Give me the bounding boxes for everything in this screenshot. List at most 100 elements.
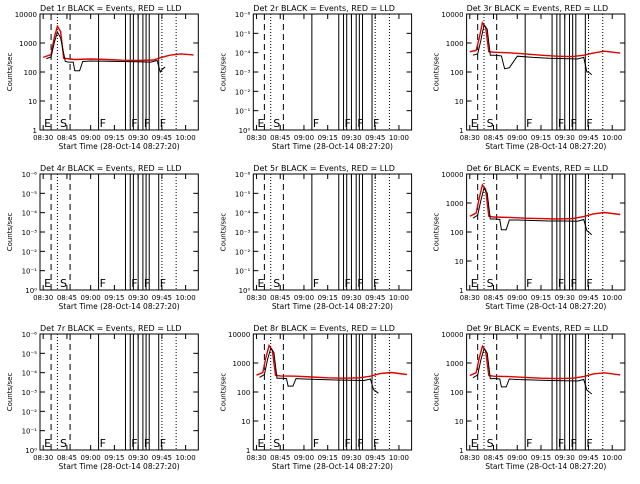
segment-label: F — [100, 117, 106, 130]
y-tick-label: 10000 — [441, 171, 463, 179]
chart-title: Det 6r BLACK = Events, RED = LLD — [467, 164, 609, 173]
segment-label: F — [313, 277, 319, 290]
y-tick-label: 10⁻⁶ — [235, 11, 251, 19]
plot-frame — [39, 173, 199, 291]
y-tick-label: 100 — [24, 69, 37, 77]
plot-frame — [39, 333, 199, 451]
x-tick-label: 09:30 — [341, 134, 361, 142]
x-tick-label: 08:45 — [57, 454, 77, 462]
x-tick-label: 08:30 — [246, 294, 266, 302]
y-tick-label: 10 — [455, 258, 464, 266]
x-tick-label: 09:45 — [152, 294, 172, 302]
x-axis-label: Start Time (28-Oct-14 08:27:20) — [272, 302, 393, 311]
y-tick-label: 100 — [450, 69, 463, 77]
x-tick-label: 09:45 — [365, 134, 385, 142]
chart-title: Det 8r BLACK = Events, RED = LLD — [253, 324, 395, 333]
x-axis-label: Start Time (28-Oct-14 08:27:20) — [485, 462, 606, 471]
series-line-events — [472, 186, 593, 236]
x-tick-label: 09:00 — [507, 454, 527, 462]
x-tick-label: 08:45 — [57, 294, 77, 302]
segment-label: S — [60, 437, 67, 450]
y-tick-label: 10⁰ — [25, 287, 37, 295]
segment-label: F — [357, 277, 363, 290]
y-tick-label: 10⁻² — [22, 408, 38, 416]
x-tick-label: 09:15 — [104, 454, 124, 462]
x-tick-label: 09:45 — [578, 294, 598, 302]
x-tick-label: 09:45 — [152, 134, 172, 142]
y-tick-label: 1000 — [446, 360, 464, 368]
y-tick-label: 10⁻⁵ — [22, 350, 38, 358]
x-tick-label: 08:45 — [270, 134, 290, 142]
y-tick-label: 10 — [28, 98, 37, 106]
segment-label: F — [570, 117, 576, 130]
y-tick-label: 1000 — [232, 360, 250, 368]
x-tick-label: 09:15 — [104, 294, 124, 302]
x-tick-label: 10:00 — [176, 294, 196, 302]
segment-label: S — [273, 117, 280, 130]
chart-title: Det 4r BLACK = Events, RED = LLD — [40, 164, 182, 173]
y-tick-label: 10⁻⁴ — [235, 210, 251, 218]
series-line-events — [259, 347, 379, 394]
x-tick-label: 09:00 — [507, 294, 527, 302]
plot-frame — [466, 173, 626, 291]
y-tick-label: 10⁻⁵ — [235, 30, 251, 38]
x-tick-label: 10:00 — [176, 454, 196, 462]
segment-label: F — [357, 117, 363, 130]
x-tick-label: 09:15 — [531, 134, 551, 142]
segment-label: F — [345, 117, 351, 130]
x-tick-label: 09:15 — [531, 454, 551, 462]
x-tick-label: 08:30 — [246, 454, 266, 462]
plot-frame — [466, 333, 626, 451]
series-line-events — [472, 347, 593, 395]
segment-label: F — [131, 277, 137, 290]
y-tick-label: 10 — [455, 418, 464, 426]
x-tick-label: 10:00 — [389, 454, 409, 462]
y-tick-label: 10⁻⁶ — [22, 171, 38, 179]
segment-label: S — [60, 117, 67, 130]
chart-title: Det 3r BLACK = Events, RED = LLD — [467, 4, 609, 13]
y-tick-label: 1 — [459, 287, 463, 295]
x-tick-label: 08:30 — [460, 454, 480, 462]
series-line-lld — [469, 183, 621, 220]
y-axis-label: Counts/sec — [219, 373, 227, 412]
y-tick-label: 1 — [459, 447, 463, 455]
segment-label: F — [570, 277, 576, 290]
plot-frame — [252, 333, 413, 451]
y-tick-label: 10⁻¹ — [235, 108, 251, 116]
x-tick-label: 08:45 — [57, 134, 77, 142]
y-tick-label: 10000 — [441, 11, 463, 19]
y-tick-label: 10⁻³ — [235, 229, 251, 237]
x-axis-label: Start Time (28-Oct-14 08:27:20) — [272, 462, 393, 471]
y-tick-label: 100 — [450, 229, 463, 237]
y-tick-label: 10⁻³ — [22, 389, 38, 397]
segment-label: S — [487, 437, 494, 450]
segment-label: F — [100, 437, 106, 450]
segment-label: E — [471, 277, 478, 290]
segment-label: F — [586, 437, 592, 450]
series-line-events — [472, 23, 593, 76]
segment-label: F — [144, 117, 150, 130]
segment-label: S — [273, 277, 280, 290]
x-tick-label: 08:30 — [460, 294, 480, 302]
segment-label: F — [526, 117, 532, 130]
segment-label: E — [44, 117, 51, 130]
x-tick-label: 09:00 — [81, 294, 101, 302]
segment-label: F — [131, 117, 137, 130]
x-axis-label: Start Time (28-Oct-14 08:27:20) — [59, 302, 180, 311]
segment-label: E — [471, 437, 478, 450]
segment-label: F — [570, 437, 576, 450]
y-tick-label: 10⁻¹ — [235, 268, 251, 276]
y-axis-label: Counts/sec — [219, 53, 227, 92]
x-tick-label: 09:15 — [318, 454, 338, 462]
plot-frame — [252, 173, 413, 291]
x-tick-label: 09:45 — [152, 454, 172, 462]
y-tick-label: 10⁻⁵ — [235, 190, 251, 198]
x-tick-label: 09:00 — [81, 134, 101, 142]
y-tick-label: 10⁻³ — [22, 229, 38, 237]
x-tick-label: 08:30 — [33, 294, 53, 302]
y-tick-label: 10⁻⁶ — [235, 171, 251, 179]
x-axis-label: Start Time (28-Oct-14 08:27:20) — [485, 302, 606, 311]
series-line-lld — [42, 24, 194, 62]
